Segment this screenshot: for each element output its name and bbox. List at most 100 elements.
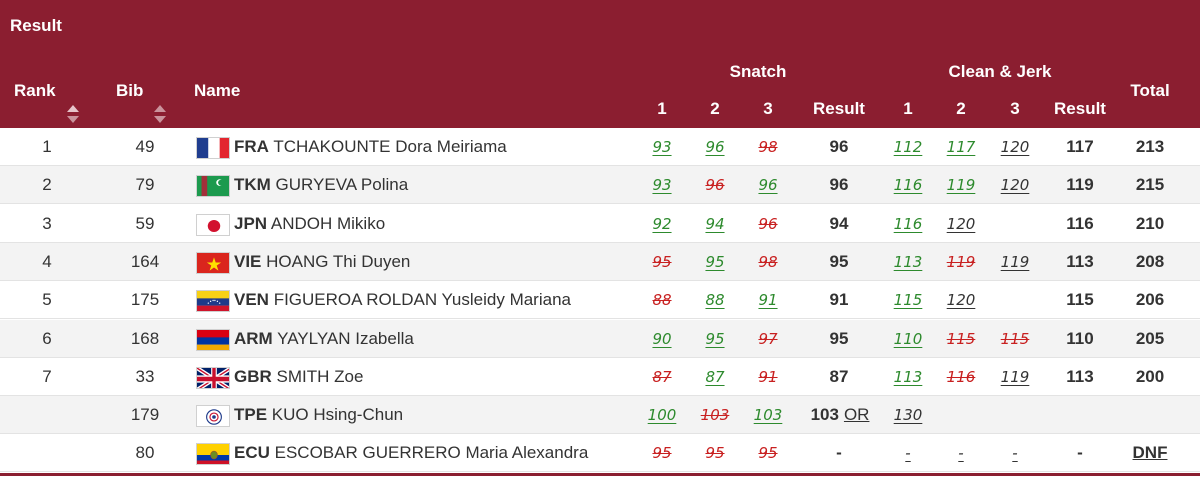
table-row[interactable]: 5 175 VEN FIGUEROA ROLDAN Yusleidy Mariana… [0, 281, 1200, 320]
table-row[interactable]: 7 33 GBR SMITH Zoe 87 87 91 87 113 116 119 113 200 [0, 358, 1200, 396]
snatch-attempt-1: 100 [648, 396, 677, 434]
flag-arm-icon [196, 328, 230, 351]
cj-attempt-2: - [958, 434, 963, 472]
lift-value: 116 [893, 176, 923, 195]
rank-cell: 1 [42, 137, 52, 156]
table-row[interactable]: 2 79 TKM GURYEVA Polina 93 96 96 96 116 119 120 11… [0, 166, 1200, 205]
athlete-name[interactable]: ECU ESCOBAR GUERRERO Maria Alexandra [234, 434, 588, 472]
snatch-attempt-3: 103 [754, 396, 783, 434]
athlete-name-text: KUO Hsing-Chun [267, 405, 404, 425]
cj-attempt-1: 130 [894, 396, 923, 434]
snatch-result: 103 OR [810, 405, 870, 425]
athlete-name[interactable]: GBR SMITH Zoe [234, 358, 363, 396]
col-bib-header[interactable]: Bib [116, 81, 144, 100]
snatch-attempt-2: 96 [705, 128, 724, 166]
lift-value: 94 [705, 214, 725, 233]
rank-cell: 3 [42, 213, 52, 233]
table-row[interactable]: 179 TPE KUO Hsing-Chun 100 103 103 103 OR 130 [0, 396, 1200, 435]
lift-value: 95 [705, 444, 725, 463]
page-title: Result [10, 16, 62, 35]
lift-value: 115 [893, 291, 923, 310]
total-cell: 205 [1135, 328, 1165, 348]
noc-code: ARM [234, 328, 273, 348]
bib-cell: 49 [135, 137, 155, 156]
cj-attempt-1: 113 [894, 358, 923, 396]
rank-cell: 4 [42, 251, 52, 271]
snatch-result: 96 [829, 137, 849, 156]
snatch-attempt-2: 96 [705, 166, 724, 204]
snatch-attempt2-header: 2 [710, 99, 720, 118]
athlete-name[interactable]: JPN ANDOH Mikiko [234, 205, 385, 243]
lift-value: 115 [1000, 329, 1030, 348]
athlete-name[interactable]: TPE KUO Hsing-Chun [234, 396, 403, 434]
lift-value: 119 [1000, 252, 1030, 271]
table-bottom-border [0, 473, 1200, 476]
total-cell: DNF [1132, 443, 1168, 463]
snatch-attempt-3: 97 [758, 320, 777, 358]
rank-cell: 2 [42, 175, 52, 195]
table-row[interactable]: 6 168 ARM YAYLYAN Izabella 90 95 97 95 110 115 11… [0, 319, 1200, 358]
lift-value: 119 [946, 176, 976, 195]
snatch-result-header: Result [813, 99, 865, 118]
athlete-name[interactable]: ARM YAYLYAN Izabella [234, 320, 414, 358]
cj-attempt-1: - [905, 434, 910, 472]
lift-value: 103 [753, 406, 783, 425]
noc-code: FRA [234, 137, 269, 156]
bib-sort-icon[interactable] [153, 104, 167, 124]
lift-value: 88 [652, 291, 672, 310]
lift-value: 113 [893, 252, 923, 271]
flag-ven-icon [196, 290, 230, 313]
snatch-attempt-1: 95 [652, 243, 671, 281]
table-row[interactable]: 1 49 FRA TCHAKOUNTE Dora Meiriama 93 96 98 96 1… [0, 128, 1200, 166]
bib-cell: 80 [135, 443, 155, 463]
lift-value: 97 [758, 329, 778, 348]
snatch-attempt-1: 93 [652, 166, 671, 204]
lift-value: - [905, 444, 911, 463]
noc-code: VEN [234, 290, 269, 310]
col-name-header: Name [194, 81, 241, 100]
lift-value: 100 [647, 406, 677, 425]
cj-attempt-2: 119 [947, 243, 976, 281]
snatch-attempt-3: 91 [758, 358, 777, 396]
cj-attempt-2: 115 [947, 320, 976, 358]
lift-value: 91 [758, 367, 778, 386]
athlete-name[interactable]: VIE HOANG Thi Duyen [234, 243, 410, 281]
athlete-name-text: TCHAKOUNTE Dora Meiriama [268, 137, 507, 156]
col-rank-header[interactable]: Rank [14, 81, 56, 100]
lift-value: 87 [652, 367, 672, 386]
cj-attempt-3: 120 [1001, 166, 1030, 204]
athlete-name-text: GURYEVA Polina [270, 175, 409, 195]
col-total-header: Total [1130, 81, 1170, 100]
lift-value: 110 [893, 329, 923, 348]
bib-cell: 59 [135, 213, 155, 233]
cj-attempt-1: 112 [894, 128, 923, 166]
cj-attempt-1: 115 [894, 281, 923, 319]
athlete-name[interactable]: FRA TCHAKOUNTE Dora Meiriama [234, 128, 507, 166]
rank-cell: 5 [42, 290, 52, 310]
snatch-attempt-3: 98 [758, 128, 777, 166]
cj-attempt-3: 120 [1001, 128, 1030, 166]
table-row[interactable]: 4 164 VIE HOANG Thi Duyen 95 95 98 95 113 119 119… [0, 242, 1200, 281]
lift-value: 117 [946, 138, 976, 156]
table-row[interactable]: 3 59 JPN ANDOH Mikiko 92 94 96 94 116 120 116 210 [0, 205, 1200, 243]
lift-value: 90 [652, 329, 672, 348]
athlete-name-text: SMITH Zoe [271, 366, 364, 386]
snatch-attempt-3: 96 [758, 205, 777, 243]
cj-attempt1-header: 1 [903, 99, 913, 118]
lift-value: 88 [705, 291, 725, 310]
athlete-name[interactable]: TKM GURYEVA Polina [234, 166, 408, 204]
lift-value: 116 [946, 367, 976, 386]
flag-gbr-icon [196, 366, 230, 389]
lift-value: 93 [652, 138, 672, 156]
snatch-attempt-1: 88 [652, 281, 671, 319]
lift-value: 113 [893, 367, 923, 386]
cj-attempt-1: 113 [894, 243, 923, 281]
snatch-attempt3-header: 3 [763, 99, 773, 118]
athlete-name-text: FIGUEROA ROLDAN Yusleidy Mariana [268, 290, 571, 310]
snatch-attempt-1: 90 [652, 320, 671, 358]
athlete-name[interactable]: VEN FIGUEROA ROLDAN Yusleidy Mariana [234, 281, 571, 319]
rank-sort-icon[interactable] [66, 104, 80, 124]
table-row[interactable]: 80 ECU ESCOBAR GUERRERO Maria Alexandra 95… [0, 434, 1200, 473]
lift-value: 98 [758, 138, 778, 156]
cj-attempt-1: 116 [894, 205, 923, 243]
